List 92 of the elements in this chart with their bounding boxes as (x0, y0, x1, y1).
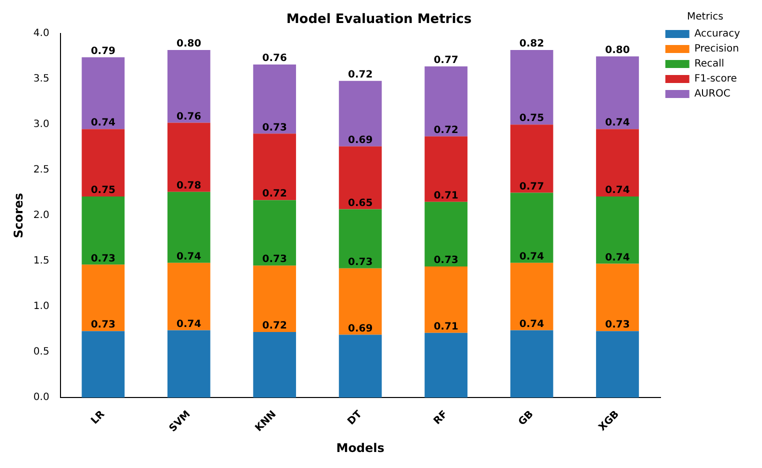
bar (167, 262, 210, 330)
data-label: 0.77 (434, 54, 458, 66)
data-label: 0.74 (90, 118, 116, 129)
bar (510, 124, 554, 193)
data-label: 0.74 (176, 251, 202, 262)
legend-title: Metrics (687, 12, 724, 23)
bar (167, 330, 210, 398)
x-tick-label: LR (89, 408, 108, 427)
legend-label: AUROC (694, 88, 730, 100)
y-tick-label: 1.0 (33, 301, 50, 312)
bar (82, 57, 125, 130)
data-label: 0.74 (605, 252, 630, 264)
legend-label: Recall (694, 58, 724, 70)
data-label: 0.74 (605, 118, 630, 129)
bar (510, 330, 554, 398)
data-label: 0.76 (262, 53, 287, 64)
bar (424, 136, 468, 202)
data-label: 0.72 (434, 125, 458, 136)
data-label: 0.72 (348, 70, 373, 80)
bar (510, 192, 554, 263)
bar (424, 332, 468, 398)
data-label: 0.72 (262, 188, 287, 200)
data-label: 0.69 (348, 135, 373, 146)
bar (424, 66, 468, 136)
data-label: 0.69 (348, 323, 373, 334)
y-tick-label: 0.0 (33, 392, 50, 404)
data-label: 0.72 (262, 320, 287, 332)
bar (253, 134, 296, 200)
bar (82, 196, 125, 265)
bar (424, 202, 468, 267)
data-label: 0.65 (348, 198, 373, 209)
data-label: 0.73 (262, 122, 287, 134)
data-label: 0.73 (434, 255, 458, 266)
bar (253, 64, 296, 134)
data-label: 0.73 (90, 320, 116, 331)
bar (596, 56, 639, 130)
data-label: 0.74 (519, 251, 544, 262)
data-label: 0.74 (176, 318, 202, 330)
bar (596, 264, 639, 332)
bar (596, 129, 639, 196)
bar (510, 262, 554, 330)
bar (338, 334, 382, 398)
bar (424, 266, 468, 333)
data-label: 0.80 (176, 38, 202, 50)
y-tick-label: 0.5 (33, 346, 50, 358)
y-tick-label: 4.0 (33, 28, 50, 40)
bar (338, 209, 382, 268)
bar (167, 122, 210, 192)
y-tick-label: 2.0 (33, 210, 50, 222)
bar (167, 192, 210, 263)
data-label: 0.74 (605, 185, 630, 196)
bar (82, 129, 125, 196)
bar (253, 266, 296, 332)
bar (596, 331, 639, 398)
data-label: 0.74 (519, 318, 544, 330)
data-label: 0.75 (90, 185, 116, 196)
data-label: 0.76 (176, 111, 202, 122)
legend-label: F1-score (694, 74, 737, 85)
legend-label: Accuracy (694, 28, 740, 40)
bar (596, 196, 639, 264)
data-label: 0.73 (262, 254, 287, 266)
x-tick-label: GB (516, 408, 536, 428)
data-label: 0.79 (90, 46, 116, 57)
bar (338, 80, 382, 146)
data-label: 0.73 (348, 256, 373, 268)
legend-label: Precision (694, 44, 739, 55)
bar (82, 331, 125, 398)
y-tick-label: 1.5 (33, 256, 50, 267)
data-label: 0.71 (434, 190, 458, 202)
x-tick-label: DT (346, 408, 364, 428)
bar (167, 50, 210, 123)
y-tick-label: 3.0 (33, 119, 50, 130)
bar (253, 332, 296, 398)
bar (338, 146, 382, 210)
data-label: 0.73 (90, 253, 116, 264)
data-label: 0.75 (519, 113, 544, 124)
bar (253, 200, 296, 266)
x-tick-label: RF (432, 408, 450, 427)
data-label: 0.71 (434, 322, 458, 333)
y-axis-title: Scores (11, 192, 26, 238)
chart-title: Model Evaluation Metrics (286, 12, 472, 28)
data-label: 0.77 (519, 181, 544, 192)
data-label: 0.73 (605, 320, 630, 331)
bar (338, 268, 382, 335)
data-label: 0.78 (176, 180, 202, 192)
bar (82, 264, 125, 332)
bar (510, 50, 554, 125)
y-tick-label: 2.5 (33, 164, 50, 176)
data-label: 0.82 (519, 38, 544, 50)
y-tick-label: 3.5 (33, 74, 50, 85)
data-label: 0.80 (605, 44, 630, 56)
x-axis-title: Models (336, 440, 384, 455)
